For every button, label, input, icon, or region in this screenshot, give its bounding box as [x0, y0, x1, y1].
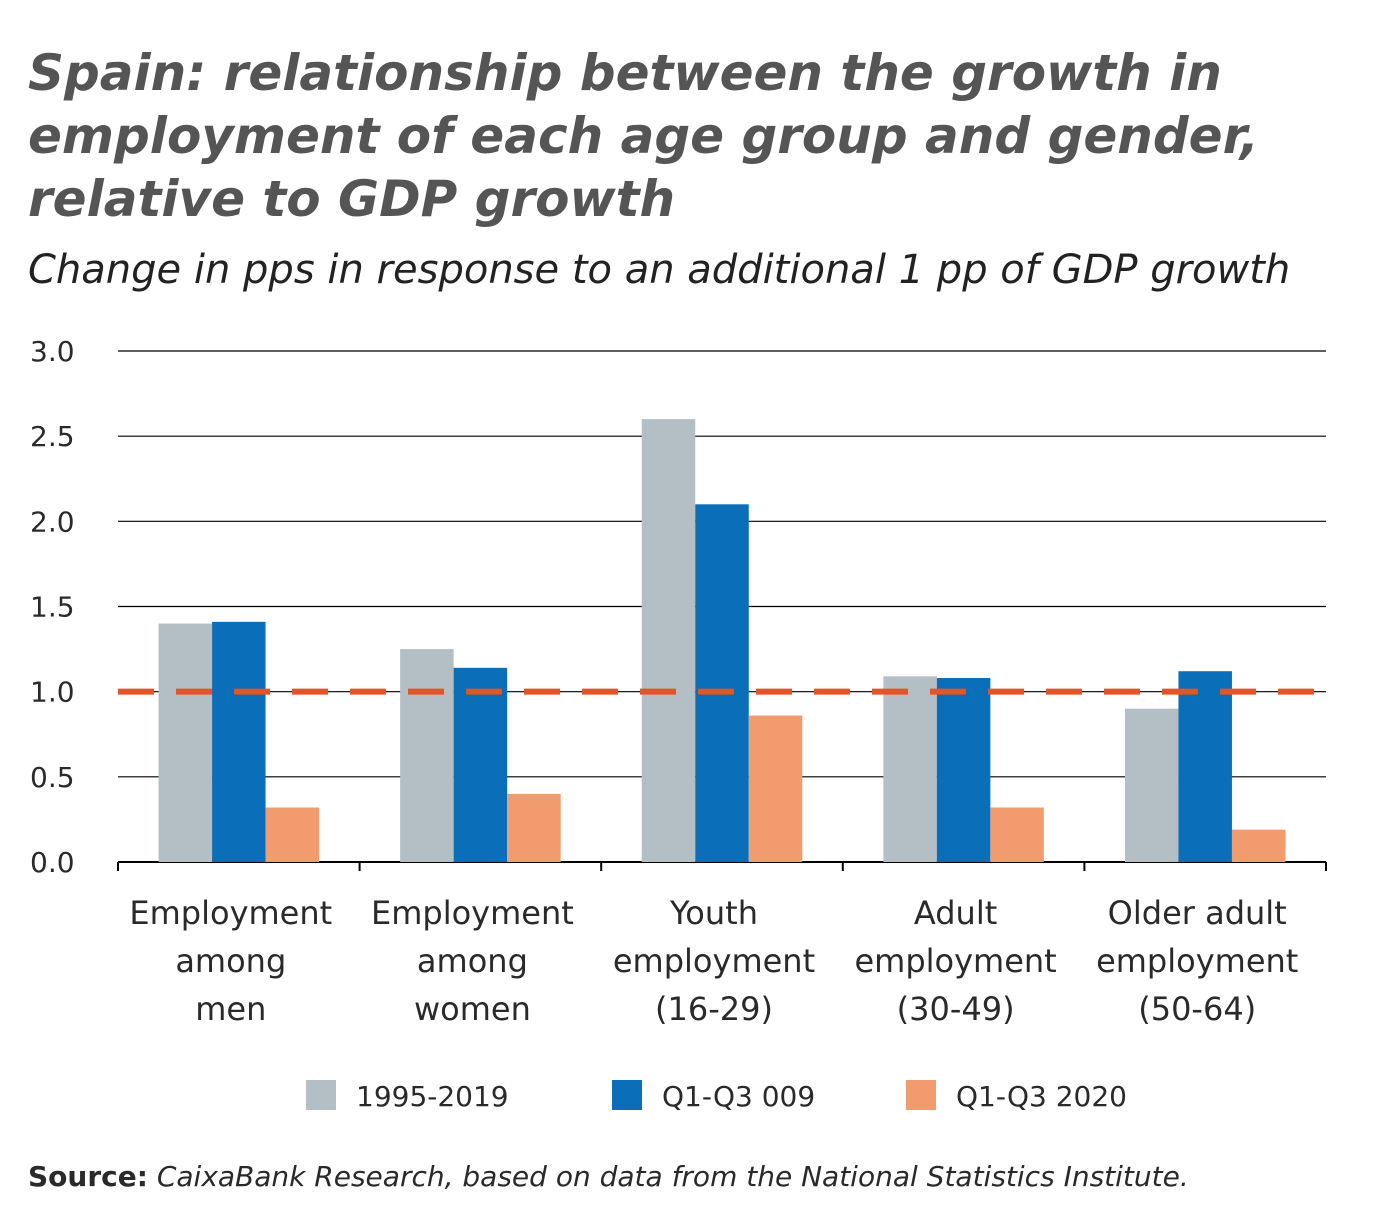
source-text: CaixaBank Research, based on data from t… — [157, 1160, 1189, 1193]
bar — [748, 715, 803, 862]
chart-title: Spain: relationship between the growth i… — [28, 44, 1222, 102]
y-tick-label: 1.0 — [30, 676, 75, 709]
chart-title: employment of each age group and gender, — [28, 107, 1259, 165]
y-tick-label: 2.5 — [30, 420, 75, 453]
x-tick-label: employment — [854, 942, 1056, 980]
bar — [400, 649, 454, 862]
bar — [641, 419, 696, 862]
chart-title: relative to GDP growth — [28, 170, 675, 228]
bar — [265, 807, 320, 862]
chart-subtitle: Change in pps in response to an addition… — [28, 247, 1290, 293]
source: Source: CaixaBank Research, based on dat… — [28, 1160, 1189, 1193]
x-tick-label: (16-29) — [655, 990, 773, 1028]
bar — [1231, 829, 1286, 862]
bar — [212, 621, 266, 862]
x-tick-label: women — [414, 990, 531, 1028]
y-tick-label: 3.0 — [30, 335, 75, 368]
legend-swatch — [306, 1080, 336, 1110]
bar — [1178, 671, 1232, 862]
bar — [158, 623, 213, 862]
x-tick-label: Employment — [371, 894, 574, 932]
bar — [695, 504, 749, 862]
bar — [990, 807, 1044, 862]
x-tick-label: (50-64) — [1138, 990, 1256, 1028]
x-tick-label: Employment — [129, 894, 332, 932]
legend-swatch — [906, 1080, 936, 1110]
x-tick-label: (30-49) — [897, 990, 1015, 1028]
bar — [883, 676, 937, 862]
legend-swatch — [612, 1080, 642, 1110]
x-tick-label: Youth — [669, 894, 758, 932]
bar — [936, 678, 991, 862]
x-tick-label: employment — [1096, 942, 1298, 980]
x-tick-label: Adult — [914, 894, 997, 932]
legend-label: 1995-2019 — [356, 1080, 509, 1113]
x-tick-label: men — [195, 990, 266, 1028]
bar — [507, 793, 561, 862]
x-tick-label: among — [417, 942, 528, 980]
legend-label: Q1-Q3 009 — [662, 1080, 815, 1113]
legend-label: Q1-Q3 2020 — [956, 1080, 1127, 1113]
bar — [453, 667, 508, 862]
x-tick-label: among — [175, 942, 286, 980]
x-tick-label: Older adult — [1108, 894, 1287, 932]
bar — [1124, 708, 1179, 862]
y-tick-label: 2.0 — [30, 505, 75, 538]
y-tick-label: 0.0 — [30, 846, 75, 879]
y-tick-label: 0.5 — [30, 761, 75, 794]
source-label: Source: — [28, 1160, 148, 1193]
x-tick-label: employment — [613, 942, 815, 980]
y-tick-label: 1.5 — [30, 591, 75, 624]
